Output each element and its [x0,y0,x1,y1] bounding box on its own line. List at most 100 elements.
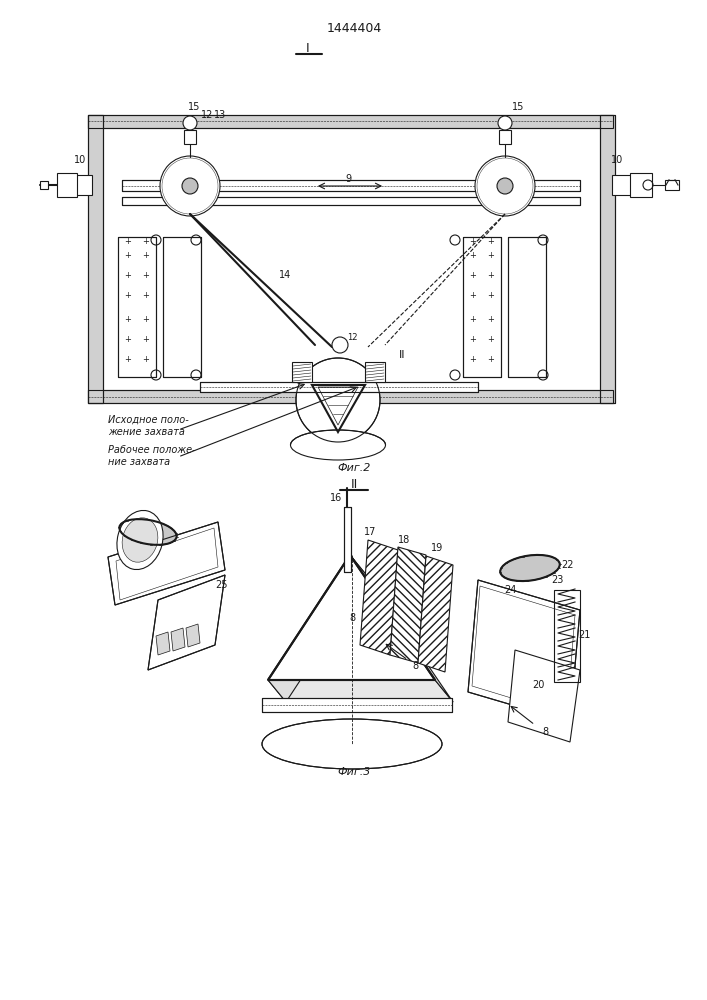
Text: +: + [124,316,132,324]
Bar [184,130,196,144]
Text: 8: 8 [349,613,355,623]
Bar [200,382,478,392]
Text: Фиг.3: Фиг.3 [337,767,370,777]
Text: +: + [469,270,477,279]
Circle shape [475,156,535,216]
Bar [88,115,613,128]
Bar [122,180,580,191]
Bar [163,237,201,377]
Text: 12: 12 [201,110,214,120]
Polygon shape [156,632,170,655]
Text: +: + [124,336,132,344]
Bar [508,237,546,377]
Bar [262,698,452,712]
Circle shape [497,178,513,194]
Bar [463,237,501,377]
Circle shape [182,178,198,194]
Polygon shape [292,362,312,382]
Ellipse shape [119,519,177,545]
Text: Фиг.2: Фиг.2 [337,463,370,473]
Text: +: + [124,270,132,279]
Bar [122,180,580,191]
Text: +: + [469,316,477,324]
Text: II: II [399,350,405,360]
Bar [200,382,478,392]
Text: 15: 15 [188,102,200,112]
Bar [163,237,201,377]
Text: 8: 8 [412,661,418,671]
Text: +: + [488,270,494,279]
Text: +: + [469,356,477,364]
Text: 21: 21 [578,630,590,640]
Ellipse shape [122,518,158,562]
Text: +: + [124,237,132,246]
Text: 23: 23 [551,575,563,585]
Text: Рабочее положе-
ние захвата: Рабочее положе- ние захвата [108,445,196,467]
Text: 18: 18 [398,535,410,545]
Text: +: + [488,250,494,259]
Bar [630,173,652,197]
Polygon shape [268,680,453,702]
Polygon shape [268,555,435,680]
Bar [40,181,48,189]
Text: 8: 8 [542,727,548,737]
Polygon shape [312,385,365,432]
Text: 10: 10 [611,155,623,165]
Text: 1444404: 1444404 [327,21,382,34]
Circle shape [183,116,197,130]
Polygon shape [108,522,225,605]
Text: 9: 9 [345,174,351,184]
Text: 20: 20 [532,680,544,690]
Text: 22: 22 [562,560,574,570]
Text: +: + [143,270,149,279]
Ellipse shape [291,430,385,460]
Text: +: + [143,290,149,300]
Polygon shape [360,540,398,655]
Polygon shape [365,362,385,382]
Text: +: + [124,290,132,300]
Text: 19: 19 [431,543,443,553]
Text: +: + [143,316,149,324]
Polygon shape [508,650,580,742]
Bar [88,115,103,403]
Bar [118,237,156,377]
Text: 24: 24 [504,585,516,595]
Text: I: I [306,41,310,54]
Text: 10: 10 [74,155,86,165]
Text: 14: 14 [279,270,291,280]
Text: +: + [143,336,149,344]
Text: +: + [124,250,132,259]
Polygon shape [171,628,185,651]
Text: +: + [488,356,494,364]
Polygon shape [186,624,200,647]
Polygon shape [390,547,426,663]
Polygon shape [468,580,580,722]
Bar [344,507,351,572]
Text: 17: 17 [364,527,376,537]
Bar [499,130,511,144]
Bar [88,390,613,403]
Text: 13: 13 [214,110,226,120]
Bar [600,115,615,403]
Text: +: + [124,356,132,364]
Bar [118,237,156,377]
Bar [88,390,613,403]
Bar [74,175,92,195]
Text: +: + [143,356,149,364]
Ellipse shape [501,555,560,581]
Bar [122,197,580,205]
Text: II: II [351,478,358,490]
Circle shape [296,358,380,442]
Bar [88,115,103,403]
Bar [122,197,580,205]
Text: +: + [469,290,477,300]
Bar [344,507,351,572]
Text: 15: 15 [512,102,524,112]
Bar [57,173,77,197]
Polygon shape [268,555,368,702]
Bar [88,115,613,128]
Ellipse shape [262,719,442,769]
Polygon shape [418,556,453,672]
Text: +: + [488,336,494,344]
Bar [612,175,632,195]
